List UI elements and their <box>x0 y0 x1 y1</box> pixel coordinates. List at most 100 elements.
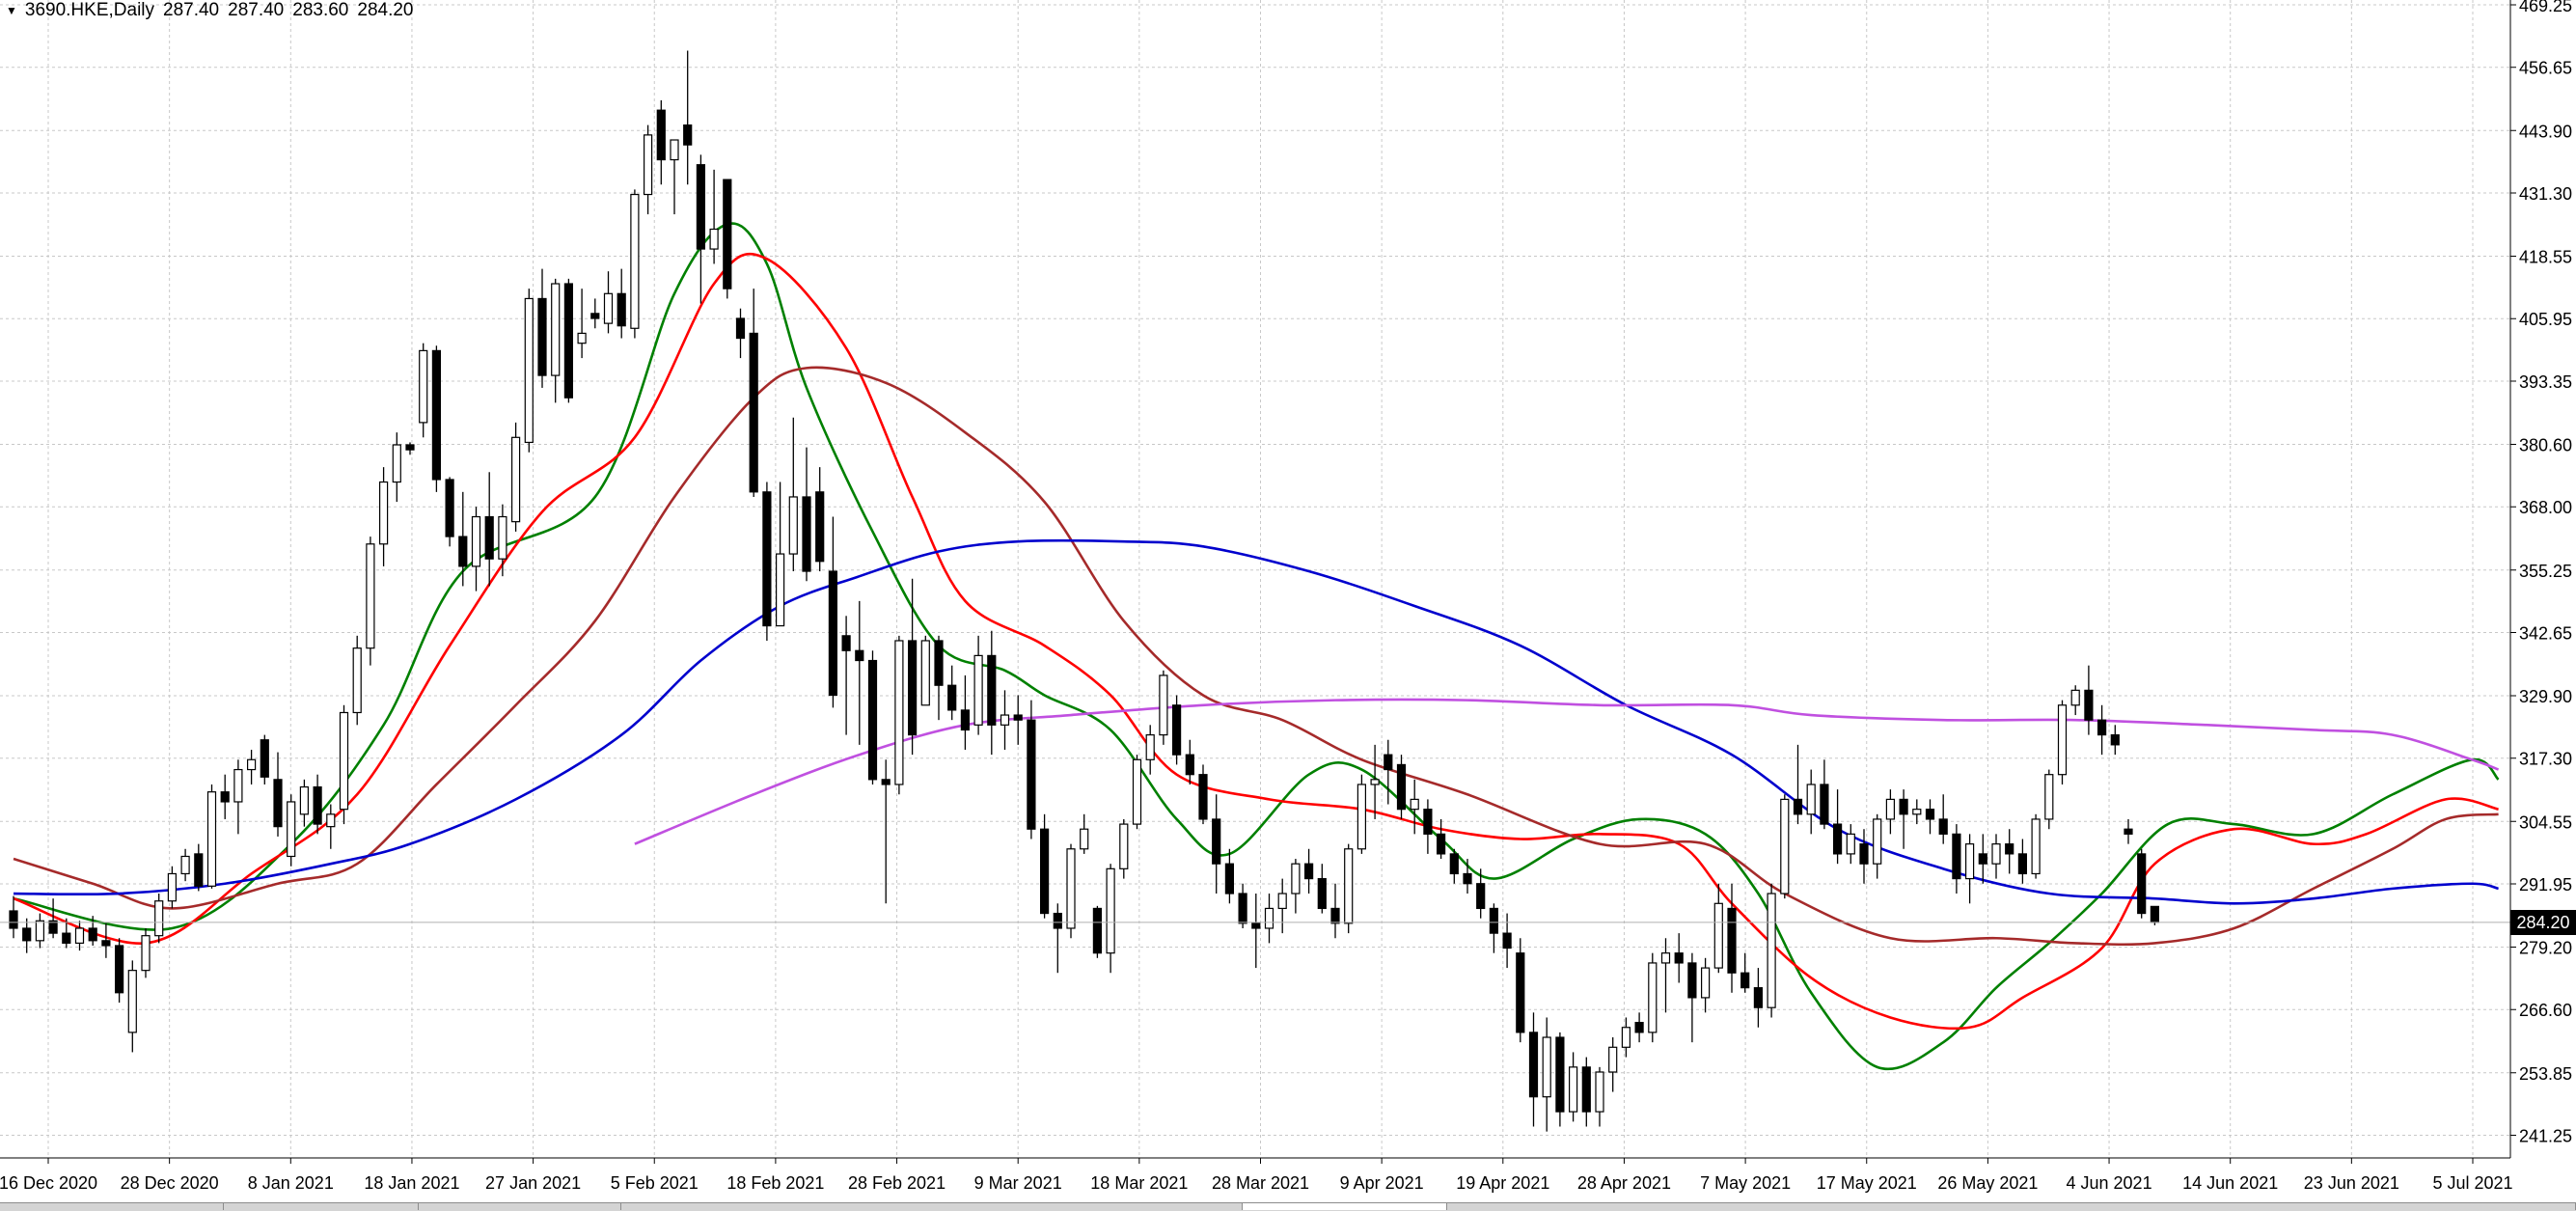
candle-body-bull <box>206 791 217 887</box>
candle <box>1384 739 1393 805</box>
candle-body-bear <box>1727 907 1737 974</box>
candle-body-bear <box>1039 828 1050 915</box>
candle <box>458 491 468 587</box>
y-tick-label: 469.25 <box>2519 0 2572 15</box>
candle <box>445 477 454 547</box>
candle <box>1027 700 1036 839</box>
candles <box>9 50 2159 1132</box>
candle <box>1396 755 1407 819</box>
candle <box>1212 794 1221 894</box>
candle-body-bull <box>1767 893 1776 1008</box>
chart-tab[interactable] <box>224 1203 419 1210</box>
candle <box>1700 957 1711 1013</box>
candle <box>74 921 85 951</box>
candle <box>723 179 732 299</box>
candle <box>2031 813 2041 879</box>
y-tick-label: 253.85 <box>2519 1064 2572 1084</box>
candle-body-bear <box>1463 872 1472 885</box>
candle-body-bull <box>920 640 930 706</box>
candle <box>1053 903 1062 974</box>
candle <box>1423 799 1433 854</box>
candle-body-bear <box>617 292 626 327</box>
candle-body-bear <box>762 491 772 627</box>
chart-tab[interactable] <box>419 1203 621 1210</box>
caret-down-icon[interactable]: ▼ <box>6 4 17 17</box>
candle-body-bull <box>643 134 653 196</box>
candle <box>405 442 415 455</box>
candle-body-bull <box>1159 674 1168 736</box>
candle <box>326 804 336 849</box>
candle <box>656 99 666 185</box>
candle <box>1568 1052 1578 1122</box>
chart-tab-active[interactable] <box>1243 1203 1447 1210</box>
candle <box>313 774 322 835</box>
candle-body-bull <box>2057 704 2068 776</box>
candle <box>670 139 679 215</box>
candle-body-bear <box>1753 987 1764 1008</box>
x-tick-label: 17 May 2021 <box>1817 1173 1917 1193</box>
candle-body-bear <box>2084 689 2094 721</box>
candle <box>1317 864 1327 914</box>
candle-body-bear <box>62 932 71 944</box>
candle <box>9 895 18 939</box>
candle-body-bull <box>1713 902 1723 969</box>
candle-body-bear <box>405 444 415 451</box>
candle <box>1344 843 1354 934</box>
candle-body-bull <box>1357 784 1367 850</box>
candle <box>510 422 521 532</box>
ma-line-violet <box>634 698 2500 845</box>
candle-body-bear <box>1396 763 1407 811</box>
candle <box>1066 843 1076 939</box>
candle <box>1832 789 1843 865</box>
chart-tab[interactable] <box>0 1203 224 1210</box>
candle-body-bull <box>1595 1071 1604 1113</box>
candle <box>273 752 283 837</box>
candle-body-bull <box>366 543 375 649</box>
candle <box>524 289 534 453</box>
candle-body-bull <box>419 349 428 424</box>
candle <box>1608 1037 1618 1092</box>
candle-body-bull <box>2044 774 2054 820</box>
y-tick-label: 304.55 <box>2519 812 2572 832</box>
candle-body-bull <box>788 496 798 555</box>
candle-body-bear <box>907 640 918 736</box>
candle <box>907 578 918 756</box>
ohlc-close: 284.20 <box>357 0 414 20</box>
candle <box>1410 779 1419 835</box>
candle <box>1357 774 1367 854</box>
candle-body-bear <box>1198 774 1208 820</box>
candle <box>471 507 481 592</box>
candle <box>88 916 97 946</box>
candle <box>577 289 587 359</box>
candle <box>379 467 389 566</box>
candle-body-bear <box>1423 809 1433 835</box>
candle <box>1489 903 1499 953</box>
candle-body-bull <box>74 927 85 944</box>
candle <box>1106 864 1115 974</box>
candle-body-bull <box>1964 843 1975 880</box>
price-axis: 469.25 456.65 443.90 431.30 418.55 405.95 393.… <box>2510 0 2572 1146</box>
x-tick-label: 5 Feb 2021 <box>611 1173 699 1193</box>
candle-body-bull <box>1660 952 1671 964</box>
plot-background <box>0 0 2510 1158</box>
candle <box>1687 952 1697 1043</box>
candle <box>194 843 204 892</box>
candle-body-bear <box>1820 784 1829 825</box>
candle <box>114 938 124 1004</box>
chart-tab[interactable] <box>621 1203 1243 1210</box>
candle-body-bull <box>247 758 257 771</box>
candle-body-bull <box>670 139 679 161</box>
chart-tab[interactable] <box>1447 1203 2576 1210</box>
candle-body-bear <box>114 945 124 994</box>
candle-body-bear <box>1978 853 1987 865</box>
candle-body-bear <box>1740 972 1750 989</box>
candle-body-bear <box>1832 823 1843 855</box>
candle-body-bear <box>2097 719 2107 736</box>
candle <box>498 504 507 577</box>
candle <box>366 537 375 666</box>
candle <box>762 482 772 641</box>
candle-body-bear <box>484 515 494 560</box>
candle <box>802 447 811 582</box>
candle <box>1039 813 1050 919</box>
